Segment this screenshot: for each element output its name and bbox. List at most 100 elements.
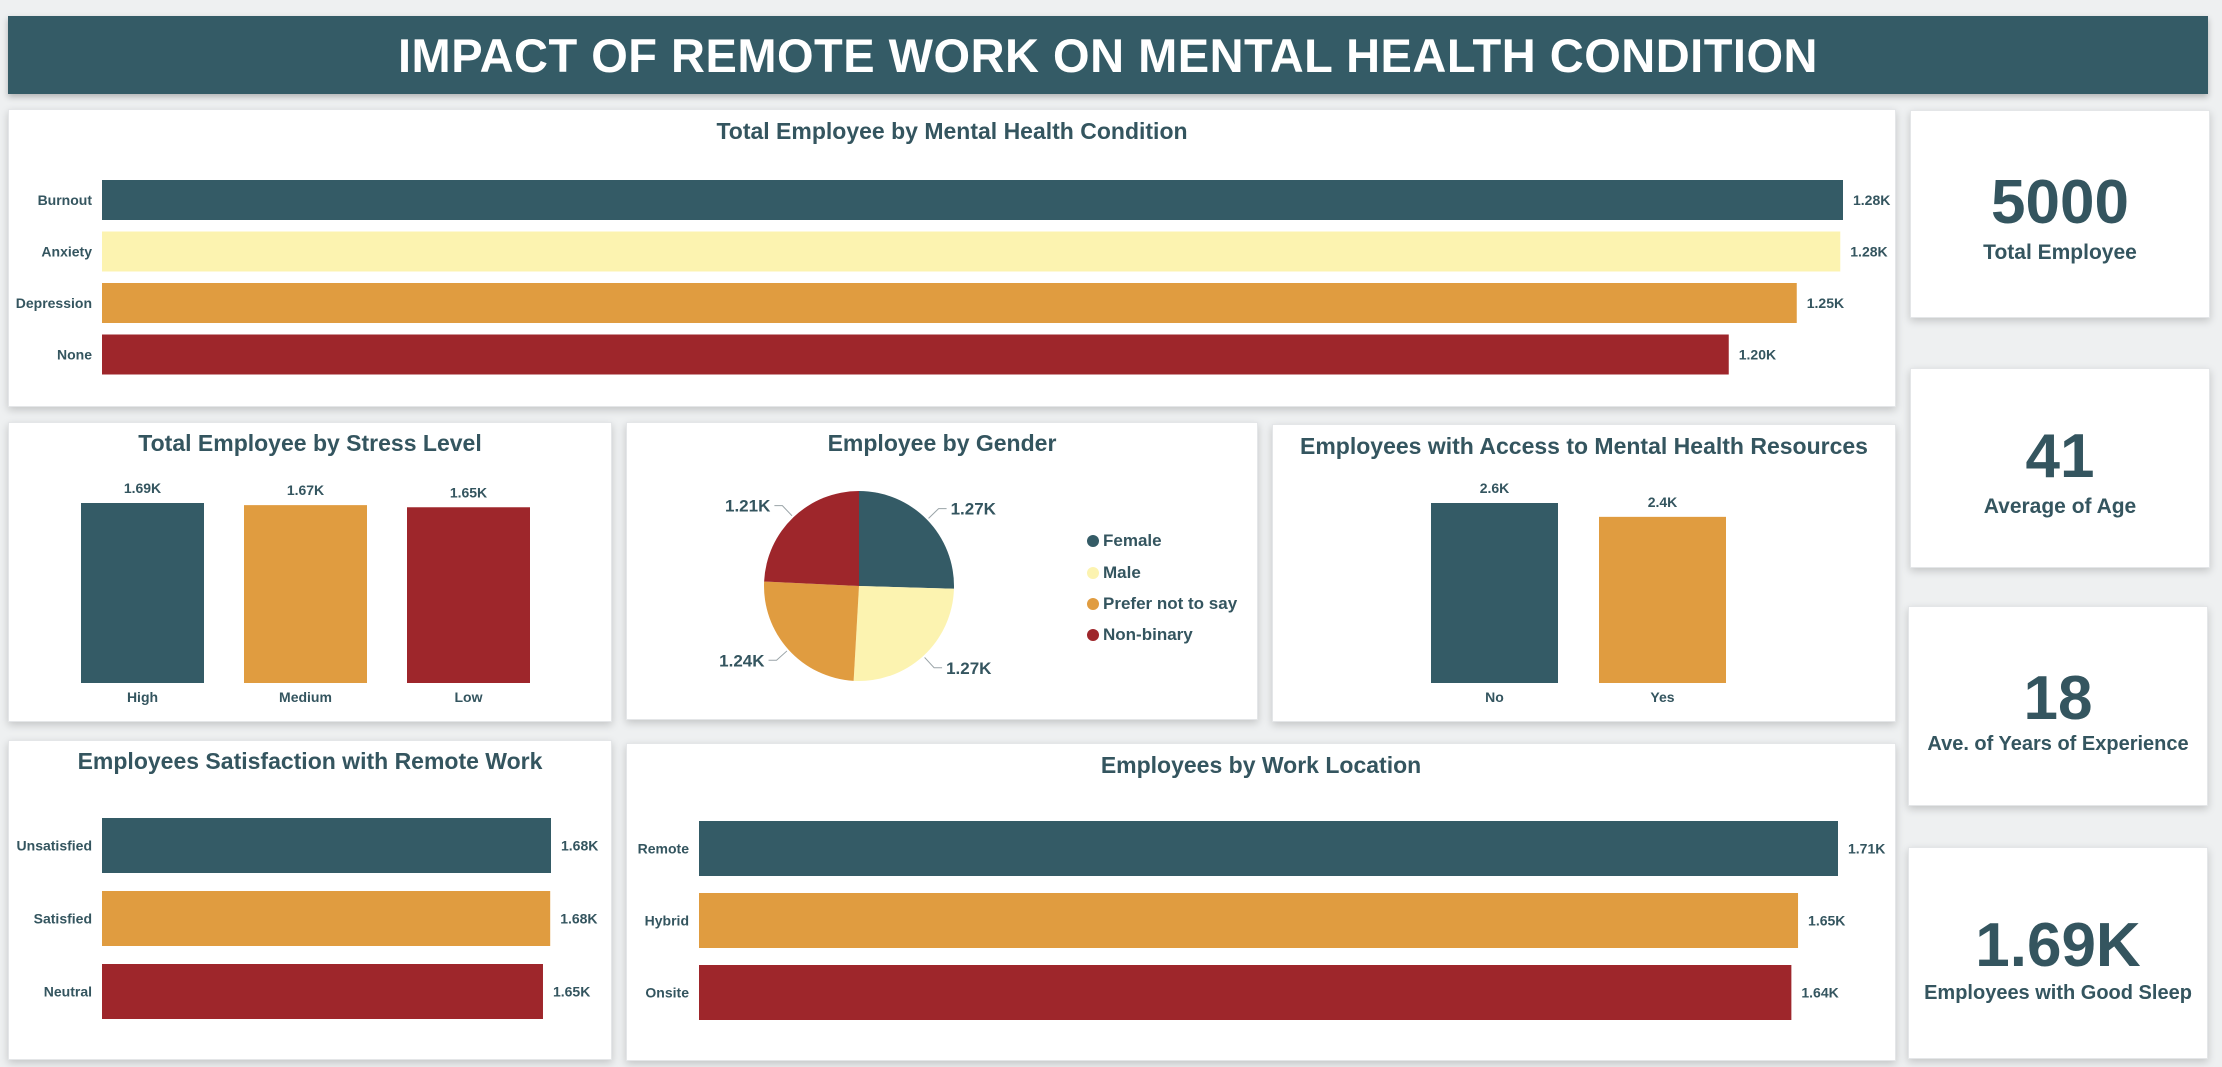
work-location-card: Employees by Work Location Remote 1.71K Hy… (626, 743, 1896, 1061)
bar-unsatisfied (102, 818, 551, 873)
category-label: Unsatisfied (17, 838, 92, 854)
gender-chart: 1.27K 1.27K 1.24K 1.21K (719, 491, 997, 681)
work-location-title: Employees by Work Location (1100, 752, 1422, 778)
category-label: Satisfied (34, 911, 92, 927)
satisfaction-title: Employees Satisfaction with Remote Work (77, 748, 543, 774)
kpi-years-experience: 18 Ave. of Years of Experience (1908, 606, 2208, 806)
bar-onsite (699, 965, 1792, 1020)
category-label: Medium (279, 689, 332, 705)
value-label: 1.65K (450, 484, 487, 500)
dashboard-header: IMPACT OF REMOTE WORK ON MENTAL HEALTH C… (8, 16, 2208, 94)
bar-no (1431, 503, 1558, 683)
mental-health-card: Total Employee by Mental Health Conditio… (8, 109, 1896, 407)
legend-nonbinary[interactable]: Non-binary (1087, 625, 1193, 645)
bar-hybrid (699, 893, 1799, 948)
access-resources-title: Employees with Access to Mental Health R… (1300, 433, 1868, 459)
value-label: 1.20K (1739, 347, 1776, 363)
legend-male-label: Male (1103, 563, 1141, 582)
leader-line (924, 657, 943, 669)
category-label: None (57, 347, 92, 363)
slice-value-label: 1.27K (951, 500, 997, 519)
category-label: Onsite (645, 985, 689, 1001)
value-label: 2.6K (1480, 480, 1510, 496)
legend-nonbinary-dot (1087, 629, 1099, 641)
gender-card: Employee by Gender 1.27K 1.27K 1.24K 1.21K … (626, 422, 1258, 720)
kpi-years-experience-label: Ave. of Years of Experience (1927, 733, 2189, 755)
value-label: 2.4K (1648, 494, 1678, 510)
access-resources-card: Employees with Access to Mental Health R… (1272, 424, 1896, 722)
kpi-good-sleep: 1.69K Employees with Good Sleep (1908, 847, 2208, 1059)
value-label: 1.28K (1850, 244, 1887, 260)
kpi-good-sleep-label: Employees with Good Sleep (1924, 982, 2192, 1004)
bar-neutral (102, 964, 543, 1019)
category-label: Anxiety (41, 244, 92, 260)
kpi-average-age-label: Average of Age (1983, 495, 2137, 518)
legend-prefer-not-label: Prefer not to say (1103, 594, 1238, 613)
category-label: No (1485, 689, 1504, 705)
value-label: 1.67K (287, 482, 324, 498)
stress-level-title: Total Employee by Stress Level (138, 430, 482, 456)
category-label: Neutral (44, 984, 92, 1000)
slice-value-label: 1.21K (725, 497, 771, 516)
kpi-total-employee: 5000 Total Employee (1910, 110, 2210, 318)
kpi-years-experience-value: 18 (2023, 664, 2093, 733)
category-label: High (127, 689, 158, 705)
value-label: 1.65K (553, 984, 590, 1000)
bar-low (407, 507, 530, 683)
satisfaction-chart: Unsatisfied 1.68K Satisfied 1.68K Neutral 1.6… (17, 818, 598, 1019)
leader-line (768, 650, 788, 661)
bar-depression (102, 283, 1797, 323)
category-label: Yes (1650, 689, 1674, 705)
value-label: 1.68K (561, 838, 598, 854)
pie-slice-male (853, 586, 954, 681)
category-label: Hybrid (645, 913, 689, 929)
kpi-average-age-value: 41 (2025, 422, 2095, 491)
bar-high (81, 503, 204, 683)
stress-level-card: Total Employee by Stress Level 1.69K High… (8, 422, 612, 722)
legend-female-dot (1087, 535, 1099, 547)
stress-level-chart: 1.69K High 1.67K Medium 1.65K Low (81, 480, 530, 705)
slice-value-label: 1.27K (946, 659, 992, 678)
pie-slice-prefer-not-to-say (764, 581, 859, 681)
bar-remote (699, 821, 1838, 876)
leader-line (774, 505, 793, 517)
work-location-chart: Remote 1.71K Hybrid 1.65K Onsite 1.64K (638, 821, 1885, 1020)
value-label: 1.64K (1801, 985, 1838, 1001)
legend-nonbinary-label: Non-binary (1103, 625, 1193, 644)
gender-title: Employee by Gender (827, 430, 1057, 456)
category-label: Remote (638, 841, 690, 857)
legend-prefer-not-dot (1087, 598, 1099, 610)
satisfaction-card: Employees Satisfaction with Remote Work … (8, 740, 612, 1060)
kpi-good-sleep-value: 1.69K (1975, 911, 2141, 980)
legend-female-label: Female (1103, 531, 1162, 550)
kpi-total-employee-value: 5000 (1991, 168, 2129, 237)
mental-health-title: Total Employee by Mental Health Conditio… (716, 118, 1188, 144)
category-label: Burnout (38, 192, 93, 208)
legend-male-dot (1087, 567, 1099, 579)
category-label: Low (455, 689, 483, 705)
legend-male[interactable]: Male (1087, 563, 1141, 583)
pie-slice-non-binary (764, 491, 859, 586)
bar-none (102, 334, 1729, 375)
slice-value-label: 1.24K (719, 651, 765, 670)
bar-satisfied (102, 891, 551, 946)
leader-line (928, 508, 947, 519)
value-label: 1.25K (1807, 295, 1844, 311)
value-label: 1.65K (1808, 913, 1845, 929)
bar-burnout (102, 180, 1843, 220)
kpi-average-age: 41 Average of Age (1910, 368, 2210, 568)
legend-female[interactable]: Female (1087, 531, 1162, 551)
bar-yes (1599, 516, 1726, 683)
value-label: 1.69K (124, 480, 161, 496)
dashboard-title: IMPACT OF REMOTE WORK ON MENTAL HEALTH C… (398, 28, 1818, 82)
value-label: 1.28K (1853, 192, 1890, 208)
value-label: 1.71K (1848, 841, 1885, 857)
value-label: 1.68K (560, 911, 597, 927)
legend-prefer-not[interactable]: Prefer not to say (1087, 594, 1237, 614)
pie-slice-female (859, 491, 954, 589)
kpi-total-employee-label: Total Employee (1983, 241, 2137, 264)
bar-medium (244, 505, 367, 683)
access-resources-chart: 2.6K No 2.4K Yes (1431, 480, 1726, 705)
mental-health-chart: Burnout 1.28K Anxiety 1.28K Depression 1.25K N… (16, 180, 1890, 375)
category-label: Depression (16, 295, 92, 311)
